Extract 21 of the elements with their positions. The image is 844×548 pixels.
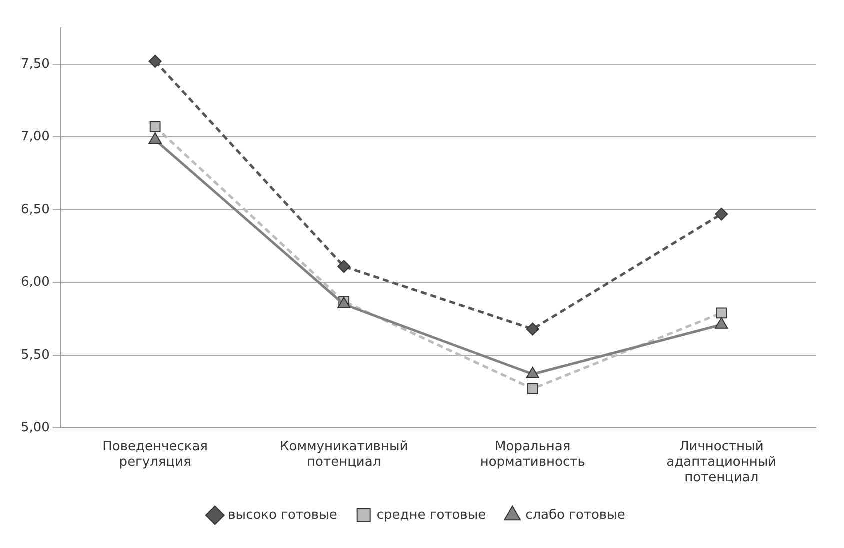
y-tick-label: 7,00 <box>20 130 50 145</box>
point <box>716 308 728 319</box>
y-tick-label: 6,50 <box>20 202 50 218</box>
point <box>150 122 161 132</box>
y-tick-label: 6,00 <box>20 275 50 290</box>
x-tick-label: Личностный адаптационный потенциал <box>666 439 777 486</box>
x-tick-label: Моральная нормативность <box>480 439 586 470</box>
point <box>148 54 162 68</box>
point <box>527 383 538 394</box>
legend-label: слабо готовые <box>526 508 626 523</box>
x-tick-label: Поведенческая регуляция <box>102 439 208 470</box>
point <box>148 132 162 144</box>
y-tick-label: 7,50 <box>20 56 50 72</box>
point <box>715 208 728 221</box>
y-tick-label: 5,50 <box>20 348 50 363</box>
legend-label: средне готовые <box>376 508 486 523</box>
point <box>338 260 351 274</box>
y-tick-label: 5,00 <box>20 420 50 436</box>
legend-label: высоко готовые <box>228 508 338 523</box>
x-tick-label: Коммуникативный потенциал <box>280 439 408 470</box>
point <box>526 322 540 336</box>
